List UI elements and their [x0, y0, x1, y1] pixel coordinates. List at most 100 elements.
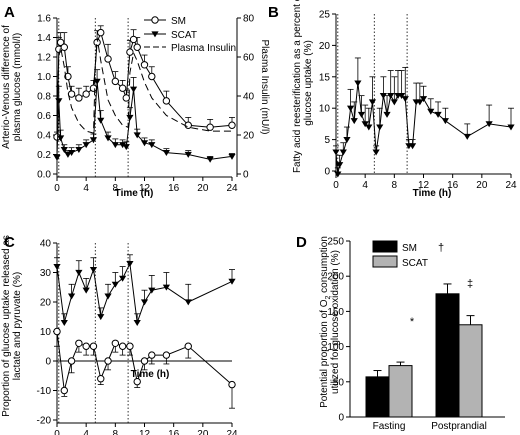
panel-a-series-scat-point [64, 151, 72, 158]
panel-c-x-tick-label: 20 [197, 429, 209, 435]
panel-c-series-sm-point [126, 342, 134, 350]
panel-a-series-scat-point [75, 147, 83, 154]
legend-scat-label: SCAT [171, 30, 197, 41]
panel-c-series-scat-point [82, 287, 90, 294]
panel-c-series-sm-point [148, 351, 156, 359]
panel-a-y-tick-label: 0.8 [37, 92, 51, 103]
panel-c-xlabel: Time (h) [131, 369, 170, 380]
panel-c-series-scat-point [60, 320, 68, 327]
panel-c-series-scat-point [67, 293, 76, 300]
panel-b-xlabel: Time (h) [413, 188, 452, 199]
panel-b-series-0-point [507, 124, 515, 131]
panel-a-series-sm-point [129, 35, 138, 44]
legend-sm-label: SM [171, 16, 186, 27]
panel-c-x-tick-label: 0 [54, 429, 60, 435]
panel-b-series-0-point [398, 93, 406, 100]
legend-insulin-label: Plasma Insulin [171, 43, 236, 54]
panel-b-series-0-point [408, 143, 417, 150]
panel-a-series-scat-point [122, 144, 130, 151]
panel-d-bar-sm-fasting [365, 376, 390, 418]
panel-c-x-tick-label: 16 [168, 429, 180, 435]
panel-c-series-sm-point [184, 342, 192, 350]
panel-a-series-sm-point [133, 43, 141, 51]
panel-c-series-sm-point [75, 339, 83, 347]
panel-c-series-scat-point [140, 299, 149, 306]
panel-a-series-sm-point [104, 55, 112, 63]
panel-a-series-sm-point [184, 121, 192, 129]
panel-b-series-0-point [343, 137, 351, 143]
panel-c-series-scat-point [126, 261, 134, 268]
panel-a-y-tick-label: 0.0 [37, 170, 51, 181]
panel-a-series-scat-point [57, 135, 65, 142]
panel-b-series-0-point [387, 93, 395, 100]
panel-d-y-tick-label: 50 [333, 377, 345, 388]
panel-a-series-sm-point [162, 97, 171, 105]
panel-a-y-tick-label: 0.4 [37, 131, 51, 142]
panel-b-series-0-point [346, 105, 355, 112]
panel-c-x-tick-label: 24 [226, 429, 238, 435]
panel-a-legend: SM SCAT Plasma Insulin [144, 16, 236, 54]
panel-a-series-sm-point [148, 72, 156, 81]
panel-d-bar-sm-postprandial [435, 293, 460, 418]
panel-b-series-0-point [332, 149, 340, 156]
panel-a-series-sm-point [56, 38, 65, 47]
panel-b-ylabel-line2: glucose uptake (%) [303, 40, 314, 126]
panel-b-y-tick-label: 0 [324, 167, 330, 178]
panel-d-bar-scat-fasting [388, 365, 413, 418]
panel-a-x-tick-label: 16 [168, 183, 180, 194]
panel-b-series-0-point [390, 99, 398, 106]
panel-a-y2-tick-label: 60 [243, 53, 255, 64]
panel-letter-a: A [4, 4, 15, 21]
panel-a-series-scat-point [53, 154, 61, 161]
panel-c-series-sm-point [53, 327, 61, 336]
panel-a-series-scat-point [140, 140, 149, 147]
panel-c-series-scat-point [119, 275, 127, 282]
panel-b-y-tick-label: 25 [319, 10, 331, 21]
panel-a-series-sm-point [140, 61, 149, 69]
panel-letter-d: D [296, 234, 307, 251]
panel-c-y-tick-label: 10 [40, 327, 52, 338]
panel-b-x-tick-label: 4 [362, 180, 368, 191]
panel-d-category-fasting: Fasting [373, 421, 406, 432]
panel-a-series-sm-point [82, 90, 90, 98]
panel-a-series-scat-point [129, 86, 138, 93]
panel-d-y-tick-label: 200 [327, 272, 344, 283]
panel-a-series-scat-point [55, 98, 63, 105]
panel-c-series-sm-point [162, 351, 171, 359]
panel-a-y2-tick-label: 80 [243, 14, 255, 25]
panel-c-series-scat-point [89, 266, 98, 273]
panel-c-series-sm-point [111, 339, 120, 347]
panel-a-series-scat-point [148, 142, 156, 149]
panel-a-y-tick-label: 1.6 [37, 14, 51, 25]
panel-c-y-tick-label: 20 [40, 298, 52, 309]
panel-c-x-tick-label: 4 [83, 429, 89, 435]
panel-c-x-tick-label: 12 [139, 429, 151, 435]
panel-c-y-tick-label: 0 [45, 357, 51, 368]
panel-a-y2-tick-label: 0 [243, 170, 249, 181]
panel-b-series-0-point [372, 149, 380, 156]
panel-a-y-tick-label: 1.2 [37, 53, 51, 64]
panel-b-series-0-point [376, 124, 384, 131]
panel-b-series-0-point [334, 171, 342, 178]
panel-c-series-scat-point [111, 281, 119, 288]
panel-c-series-sm-point [60, 386, 68, 395]
panel-a-y2-tick-label: 40 [243, 92, 255, 103]
panel-b-series-0-point [434, 111, 442, 118]
panel-a-ylabel-line2: plasma glucose (mmol/l) [12, 33, 23, 141]
panel-a-series-sm-point [122, 94, 130, 102]
panel-b-series-0-point [441, 118, 449, 125]
panel-a-series-scat-point [60, 147, 68, 154]
legend-d-scat-swatch [372, 255, 398, 268]
panel-a-series-sm-point [60, 43, 68, 51]
panel-a-series-scat-point [133, 132, 141, 139]
panel-a-series-sm-line [56, 30, 233, 137]
panel-c-series-scat-point [148, 287, 156, 294]
panel-a-series-scat-point [67, 149, 76, 156]
legend-d-sm-swatch [372, 240, 398, 253]
panel-a-series-scat-point [111, 142, 119, 149]
panel-a-series-scat-point [119, 142, 127, 149]
panel-b-series-0-point [339, 149, 347, 156]
panel-d-ylabel-line1: Potential proportion of O2 consumption [319, 236, 332, 408]
panel-a-y-tick-label: 0.6 [37, 111, 51, 122]
panel-c-ylabel-line1: Proportion of glucose uptake released as [1, 235, 12, 417]
